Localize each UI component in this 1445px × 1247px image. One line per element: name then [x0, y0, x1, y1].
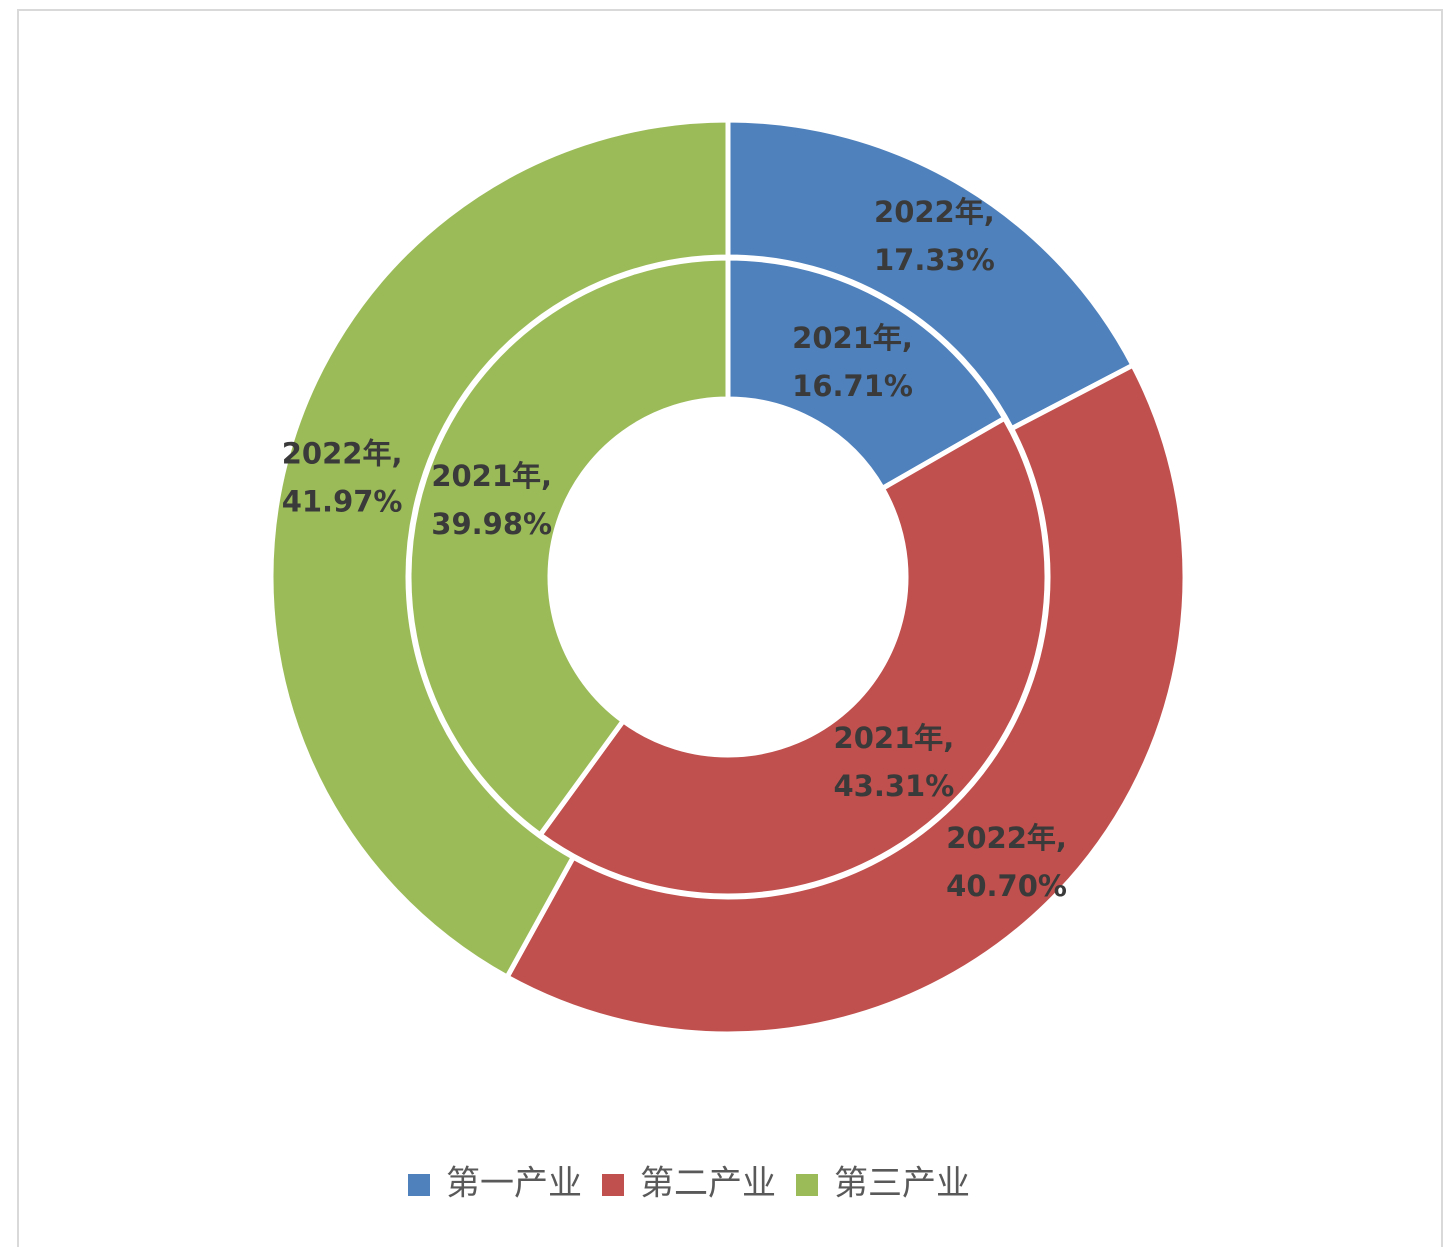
label-series-name: 2022年: [282, 437, 392, 471]
label-value: 39.98%: [431, 507, 552, 541]
legend-label: 第二产业: [640, 1164, 776, 1204]
label-value: 17.33%: [874, 243, 995, 277]
legend-swatch: [602, 1174, 624, 1196]
data-label: 2022年, 41.97%: [282, 437, 403, 519]
donut-segment: [268, 117, 731, 981]
legend-swatch: [408, 1174, 430, 1196]
label-value: 43.31%: [834, 769, 955, 803]
label-separator: ,: [943, 721, 954, 755]
donut-segment: [503, 361, 1188, 1037]
label-separator: ,: [984, 195, 995, 229]
label-series-name: 2022年: [946, 821, 1056, 855]
legend-swatch: [796, 1174, 818, 1196]
label-value: 40.70%: [946, 869, 1067, 903]
label-separator: ,: [391, 437, 402, 471]
data-label: 2021年, 39.98%: [431, 459, 552, 541]
legend-label: 第三产业: [834, 1164, 970, 1204]
data-label: 2021年, 43.31%: [834, 721, 955, 803]
label-series-name: 2021年: [431, 459, 541, 493]
label-value: 16.71%: [792, 369, 913, 403]
data-label: 2022年, 40.70%: [946, 821, 1067, 903]
label-value: 41.97%: [282, 485, 403, 519]
label-separator: ,: [1056, 821, 1067, 855]
data-label: 2021年, 16.71%: [792, 321, 913, 403]
label-separator: ,: [902, 321, 913, 355]
data-label: 2022年, 17.33%: [874, 195, 995, 277]
legend-label: 第一产业: [446, 1164, 582, 1204]
label-series-name: 2021年: [792, 321, 902, 355]
label-separator: ,: [541, 459, 552, 493]
label-series-name: 2021年: [834, 721, 944, 755]
label-series-name: 2022年: [874, 195, 984, 229]
